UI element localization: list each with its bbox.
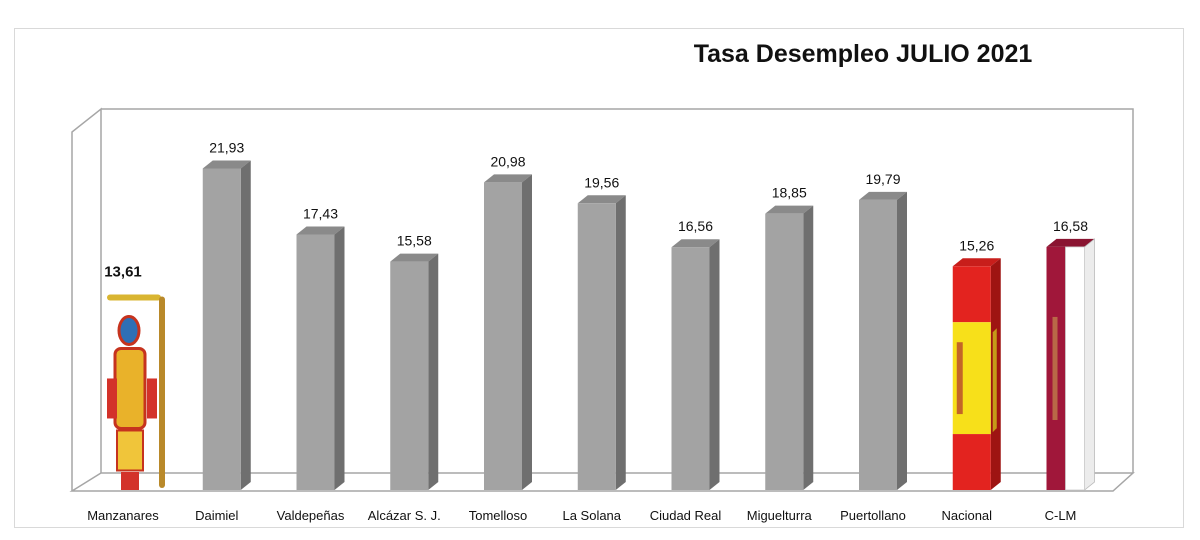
category-label-nacional: Nacional <box>941 508 992 523</box>
bar-front <box>390 261 429 490</box>
bar-top <box>390 253 439 262</box>
bar-front <box>296 234 335 490</box>
bar-puertollano <box>859 191 907 490</box>
flag-castle-icon <box>1052 316 1058 420</box>
category-label-miguelturra: Miguelturra <box>747 508 813 523</box>
chart-frame: Tasa Desempleo JULIO 2021 13,61 21,93 17,4… <box>14 28 1184 528</box>
value-labels: 13,61 21,93 17,43 15,58 20,98 19,56 16,56 18,85… <box>104 140 1088 281</box>
arms-shield-icon <box>113 346 147 430</box>
category-label-manzanares: Manzanares <box>87 508 159 523</box>
value-label-c-lm: 16,58 <box>1053 218 1088 234</box>
crown-icon <box>107 294 161 301</box>
bar-c-lm <box>1046 238 1095 491</box>
bar-front <box>859 199 897 490</box>
bar-side <box>334 226 345 490</box>
bar-top <box>765 205 814 214</box>
bar-front <box>577 203 616 490</box>
value-label-miguelturra: 18,85 <box>772 185 807 201</box>
bar-top <box>484 174 532 183</box>
bar-front <box>484 182 522 490</box>
bar-chart: Tasa Desempleo JULIO 2021 13,61 21,93 17,4… <box>69 40 1135 523</box>
bar-side <box>803 205 814 490</box>
bar-la-solana <box>577 195 626 490</box>
flag-white <box>1065 246 1085 491</box>
bar-side <box>615 195 626 490</box>
bar-valdepenas <box>296 226 345 490</box>
bar-top <box>859 191 907 200</box>
bar-side <box>428 253 439 490</box>
value-label-alcazar-s-j: 15,58 <box>397 233 432 249</box>
flag-arms-icon <box>956 342 963 415</box>
category-label-ciudad-real: Ciudad Real <box>650 508 722 523</box>
bar-front <box>671 247 710 490</box>
value-label-la-solana: 19,56 <box>584 174 619 190</box>
bar-front <box>202 168 241 490</box>
bar-top <box>1046 238 1095 247</box>
value-label-ciudad-real: 16,56 <box>678 218 713 234</box>
value-label-valdepenas: 17,43 <box>303 205 338 221</box>
value-label-tomelloso: 20,98 <box>490 153 525 169</box>
category-label-c-lm: C-LM <box>1045 508 1077 523</box>
bars <box>107 160 1095 491</box>
bar-side <box>522 174 532 490</box>
bar-side <box>240 160 251 490</box>
category-label-valdepenas: Valdepeñas <box>277 508 345 523</box>
bar-front <box>765 213 804 490</box>
bar-tomelloso <box>484 174 532 490</box>
arms-head-icon <box>117 314 141 346</box>
bar-side <box>1084 238 1095 491</box>
category-label-tomelloso: Tomelloso <box>469 508 528 523</box>
bar-daimiel <box>202 160 251 490</box>
value-label-puertollano: 19,79 <box>865 171 900 187</box>
value-label-daimiel: 21,93 <box>209 140 244 156</box>
bar-alcazar-s-j <box>390 253 439 490</box>
bar-top <box>671 239 720 248</box>
category-label-la-solana: La Solana <box>562 508 621 523</box>
category-labels: Manzanares Daimiel Valdepeñas Alcázar S. J.… <box>87 508 1076 523</box>
bar-nacional <box>952 258 1001 490</box>
value-label-nacional: 15,26 <box>959 237 994 253</box>
bar-ciudad-real <box>671 239 720 490</box>
flag-red-bottom <box>952 434 991 490</box>
bar-side <box>897 191 907 490</box>
bar-top <box>577 195 626 204</box>
flag-red-top <box>952 266 991 323</box>
category-label-daimiel: Daimiel <box>195 508 238 523</box>
bar-manzanares <box>107 294 165 490</box>
bar-top <box>952 258 1001 267</box>
category-label-puertollano: Puertollano <box>840 508 906 523</box>
arms-staff-icon <box>159 296 165 488</box>
bar-miguelturra <box>765 205 814 490</box>
back-wall <box>101 108 1134 473</box>
chart-title: Tasa Desempleo JULIO 2021 <box>694 40 1033 68</box>
category-label-alcazar-s-j: Alcázar S. J. <box>368 508 441 523</box>
bar-side <box>709 239 720 490</box>
side-wall <box>71 107 102 491</box>
value-label-manzanares: 13,61 <box>104 263 142 280</box>
bar-top <box>202 160 251 169</box>
bar-top <box>296 226 345 235</box>
